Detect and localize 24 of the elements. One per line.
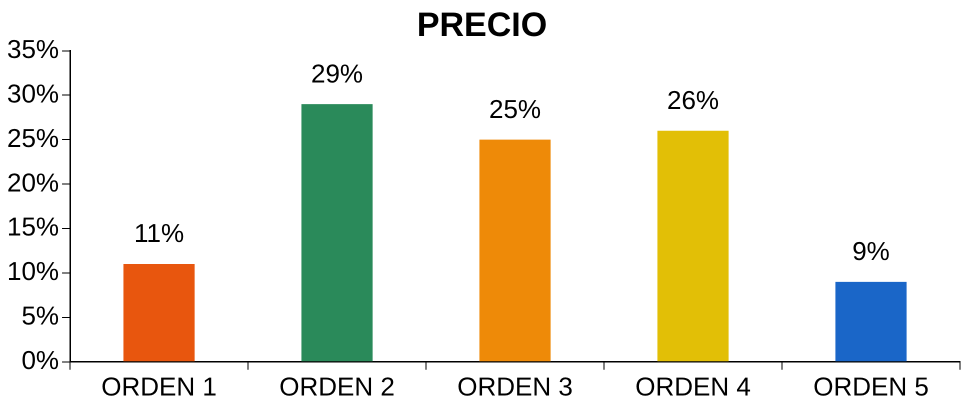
- y-tick-label: 10%: [6, 256, 60, 286]
- data-label: 11%: [134, 218, 184, 248]
- y-tick-label: 30%: [6, 78, 60, 108]
- chart-title: PRECIO: [416, 6, 548, 44]
- bar: [301, 104, 373, 362]
- data-label: 25%: [488, 94, 542, 124]
- y-tick-label: 0%: [21, 344, 60, 375]
- x-tick-label: ORDEN 4: [635, 372, 751, 402]
- data-label: 29%: [311, 58, 364, 88]
- y-tick-label: 35%: [6, 34, 60, 64]
- data-label: 26%: [666, 84, 720, 115]
- bar: [123, 264, 195, 362]
- x-tick-label: ORDEN 2: [279, 372, 395, 402]
- bar: [835, 282, 907, 362]
- y-tick-label: 15%: [6, 212, 60, 242]
- y-tick-label: 20%: [6, 167, 60, 198]
- x-tick-label: ORDEN 3: [457, 372, 573, 402]
- bar: [479, 140, 551, 362]
- y-tick-label: 5%: [21, 300, 60, 331]
- y-tick-label: 25%: [6, 122, 60, 153]
- data-label: 9%: [852, 236, 890, 266]
- x-tick-label: ORDEN 5: [813, 372, 929, 402]
- bar: [657, 130, 729, 362]
- x-tick-label: ORDEN 1: [101, 372, 217, 402]
